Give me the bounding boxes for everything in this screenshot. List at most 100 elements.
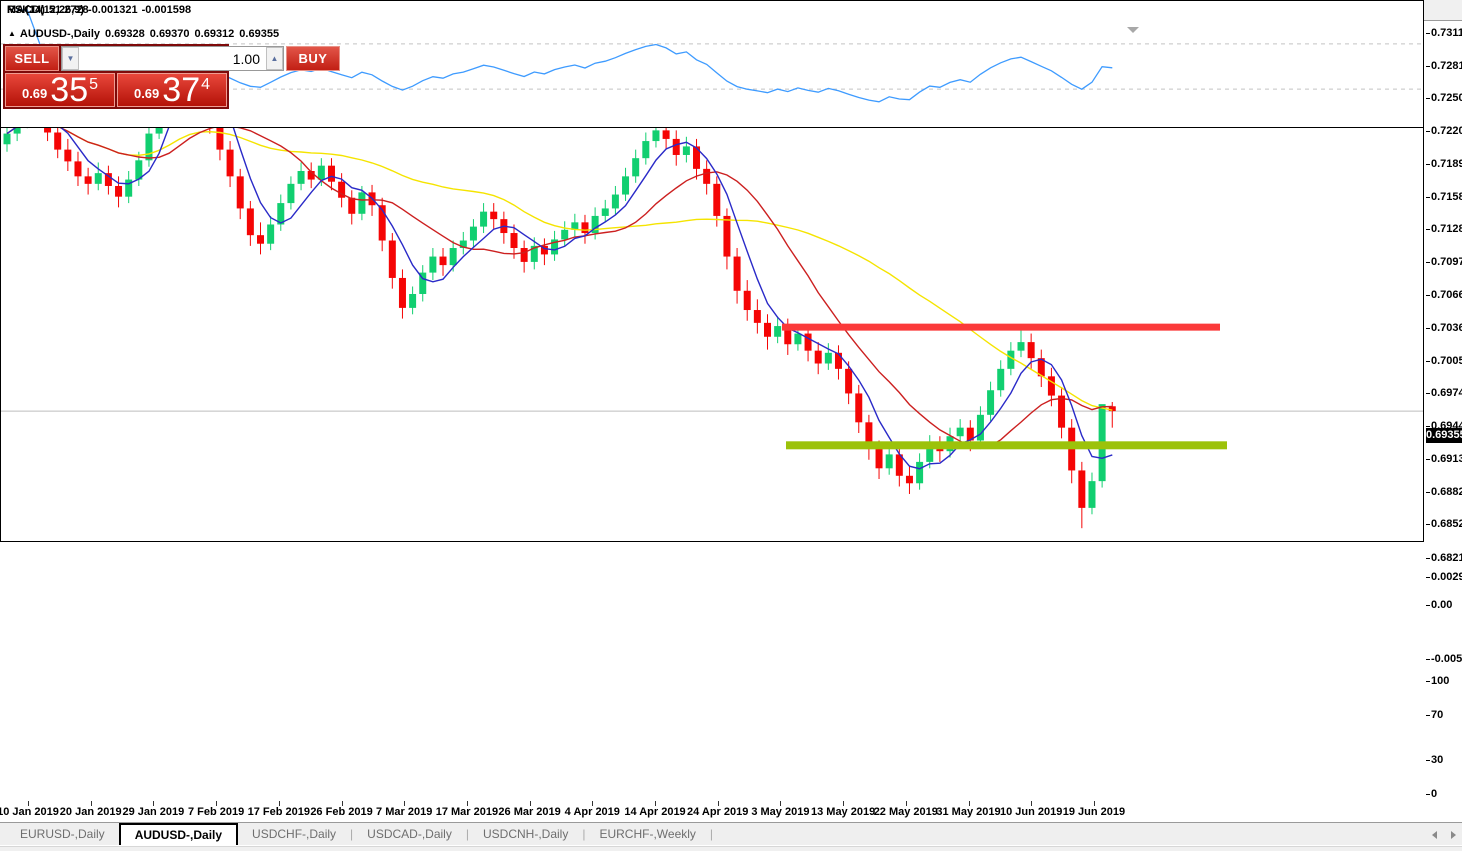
symbol-arrow-icon: ▲	[8, 29, 16, 38]
date-tick	[153, 801, 155, 806]
price-tick	[1426, 130, 1430, 132]
price-tick	[1426, 229, 1430, 231]
price-tick	[1426, 360, 1430, 362]
tab-separator: |	[465, 827, 469, 841]
tab-audusd[interactable]: AUDUSD-,Daily	[118, 823, 239, 845]
macd-tick	[1426, 577, 1430, 578]
tab-usdcnh[interactable]: USDCNH-,Daily	[482, 827, 569, 841]
macd-tick	[1426, 659, 1430, 660]
price-tick-label: 0.68825	[1431, 485, 1462, 498]
price-tick-label: 0.70665	[1431, 288, 1462, 301]
volume-increase-icon[interactable]: ▲	[266, 47, 283, 70]
macd-tick-label: -0.005256	[1431, 653, 1462, 665]
date-tick	[905, 801, 907, 806]
date-tick-label: 7 Mar 2019	[376, 806, 433, 818]
tab-eurchf[interactable]: EURCHF-,Weekly	[599, 827, 696, 841]
one-click-collapse-icon[interactable]	[1127, 27, 1139, 33]
date-tick-label: 24 Apr 2019	[687, 806, 749, 818]
price-tick	[1426, 294, 1430, 296]
date-tick-label: 7 Feb 2019	[187, 806, 245, 818]
tab-usdcad[interactable]: USDCAD-,Daily	[367, 827, 452, 841]
price-tick	[1426, 196, 1430, 198]
rsi-label: RSI(14) 51.2728	[7, 4, 89, 16]
rsi-tick-label: 0	[1431, 788, 1438, 800]
volume-input[interactable]	[79, 47, 266, 70]
sell-price-big: 35	[50, 71, 89, 109]
macd-tick-label: 0.00	[1431, 599, 1453, 611]
price-tick-label: 0.69745	[1431, 387, 1462, 400]
tab-separator: |	[582, 827, 586, 841]
date-tick-label: 29 Jan 2019	[122, 806, 185, 818]
ohlc-low: 0.69312	[194, 28, 235, 40]
volume-decrease-icon[interactable]: ▼	[62, 47, 79, 70]
date-tick	[404, 801, 406, 806]
macd-tick	[1426, 605, 1430, 606]
price-tick	[1426, 459, 1430, 461]
macd-tick-label: 0.002984	[1431, 571, 1462, 583]
date-tick-label: 4 Apr 2019	[564, 806, 620, 818]
support-line	[786, 441, 1227, 450]
date-tick-label: 20 Jan 2019	[59, 806, 122, 818]
chart-tab-bar: EURUSD-,Daily AUDUSD-,Daily USDCHF-,Daily |…	[0, 822, 1462, 845]
date-tick-label: 3 May 2019	[751, 806, 810, 818]
date-tick	[216, 801, 218, 806]
price-tick	[1426, 32, 1430, 34]
date-tick-label: 19 Jun 2019	[1062, 806, 1126, 818]
price-tick	[1426, 98, 1430, 100]
date-tick-label: 10 Jan 2019	[0, 806, 59, 818]
date-tick	[968, 801, 970, 806]
date-tick-label: 22 May 2019	[873, 806, 938, 818]
resistance-line	[782, 323, 1220, 331]
tab-scroll-left-icon[interactable]	[1432, 830, 1437, 839]
rsi-tick	[1426, 760, 1430, 762]
rsi-tick-label: 70	[1431, 708, 1444, 721]
buy-button[interactable]: BUY	[286, 46, 340, 71]
tab-scroll-right-icon[interactable]	[1451, 830, 1456, 839]
rsi-tick-label: 30	[1431, 754, 1444, 767]
ohlc-close: 0.69355	[239, 28, 280, 40]
sell-price-base: 0.69	[21, 86, 48, 101]
date-tick	[341, 801, 343, 806]
date-tick	[1093, 801, 1095, 806]
date-tick-label: 13 May 2019	[810, 806, 876, 818]
date-tick	[655, 801, 656, 806]
rsi-tick	[1426, 794, 1430, 795]
price-tick	[1426, 163, 1430, 165]
date-tick-label: 26 Feb 2019	[310, 806, 373, 818]
tab-usdchf[interactable]: USDCHF-,Daily	[252, 827, 337, 841]
sell-price-tile[interactable]: 0.69 35 5	[5, 73, 115, 107]
chart-header: ▲ AUDUSD-,Daily 0.69328 0.69370 0.69312 0.693…	[8, 28, 279, 40]
price-tick	[1426, 262, 1430, 264]
date-tick-label: 26 Mar 2019	[498, 806, 561, 818]
sell-button[interactable]: SELL	[5, 46, 59, 71]
ohlc-high: 0.69370	[149, 28, 190, 40]
tab-separator: |	[350, 827, 354, 841]
macd-label: MACD(12,26,9) -0.001321 -0.001598	[7, 4, 192, 16]
date-tick	[529, 801, 531, 806]
current-price-badge: 0.69355	[1426, 428, 1462, 444]
sell-price-sup: 5	[89, 76, 99, 93]
date-tick-label: 17 Feb 2019	[247, 806, 310, 818]
price-tick	[1426, 65, 1430, 67]
price-tick-label: 0.72505	[1431, 92, 1462, 105]
tab-separator: |	[709, 827, 714, 841]
rsi-tick	[1426, 714, 1430, 716]
tab-eurusd[interactable]: EURUSD-,Daily	[20, 827, 105, 841]
buy-price-tile[interactable]: 0.69 37 4	[117, 73, 227, 107]
date-tick	[278, 801, 280, 806]
price-tick	[1426, 327, 1430, 329]
date-tick-label: 31 May 2019	[936, 806, 1001, 818]
price-tick	[1426, 524, 1430, 526]
date-tick	[780, 801, 782, 806]
date-axis[interactable]: 10 Jan 2019 20 Jan 2019 29 Jan 2019 7 Feb 2…	[0, 801, 1462, 821]
